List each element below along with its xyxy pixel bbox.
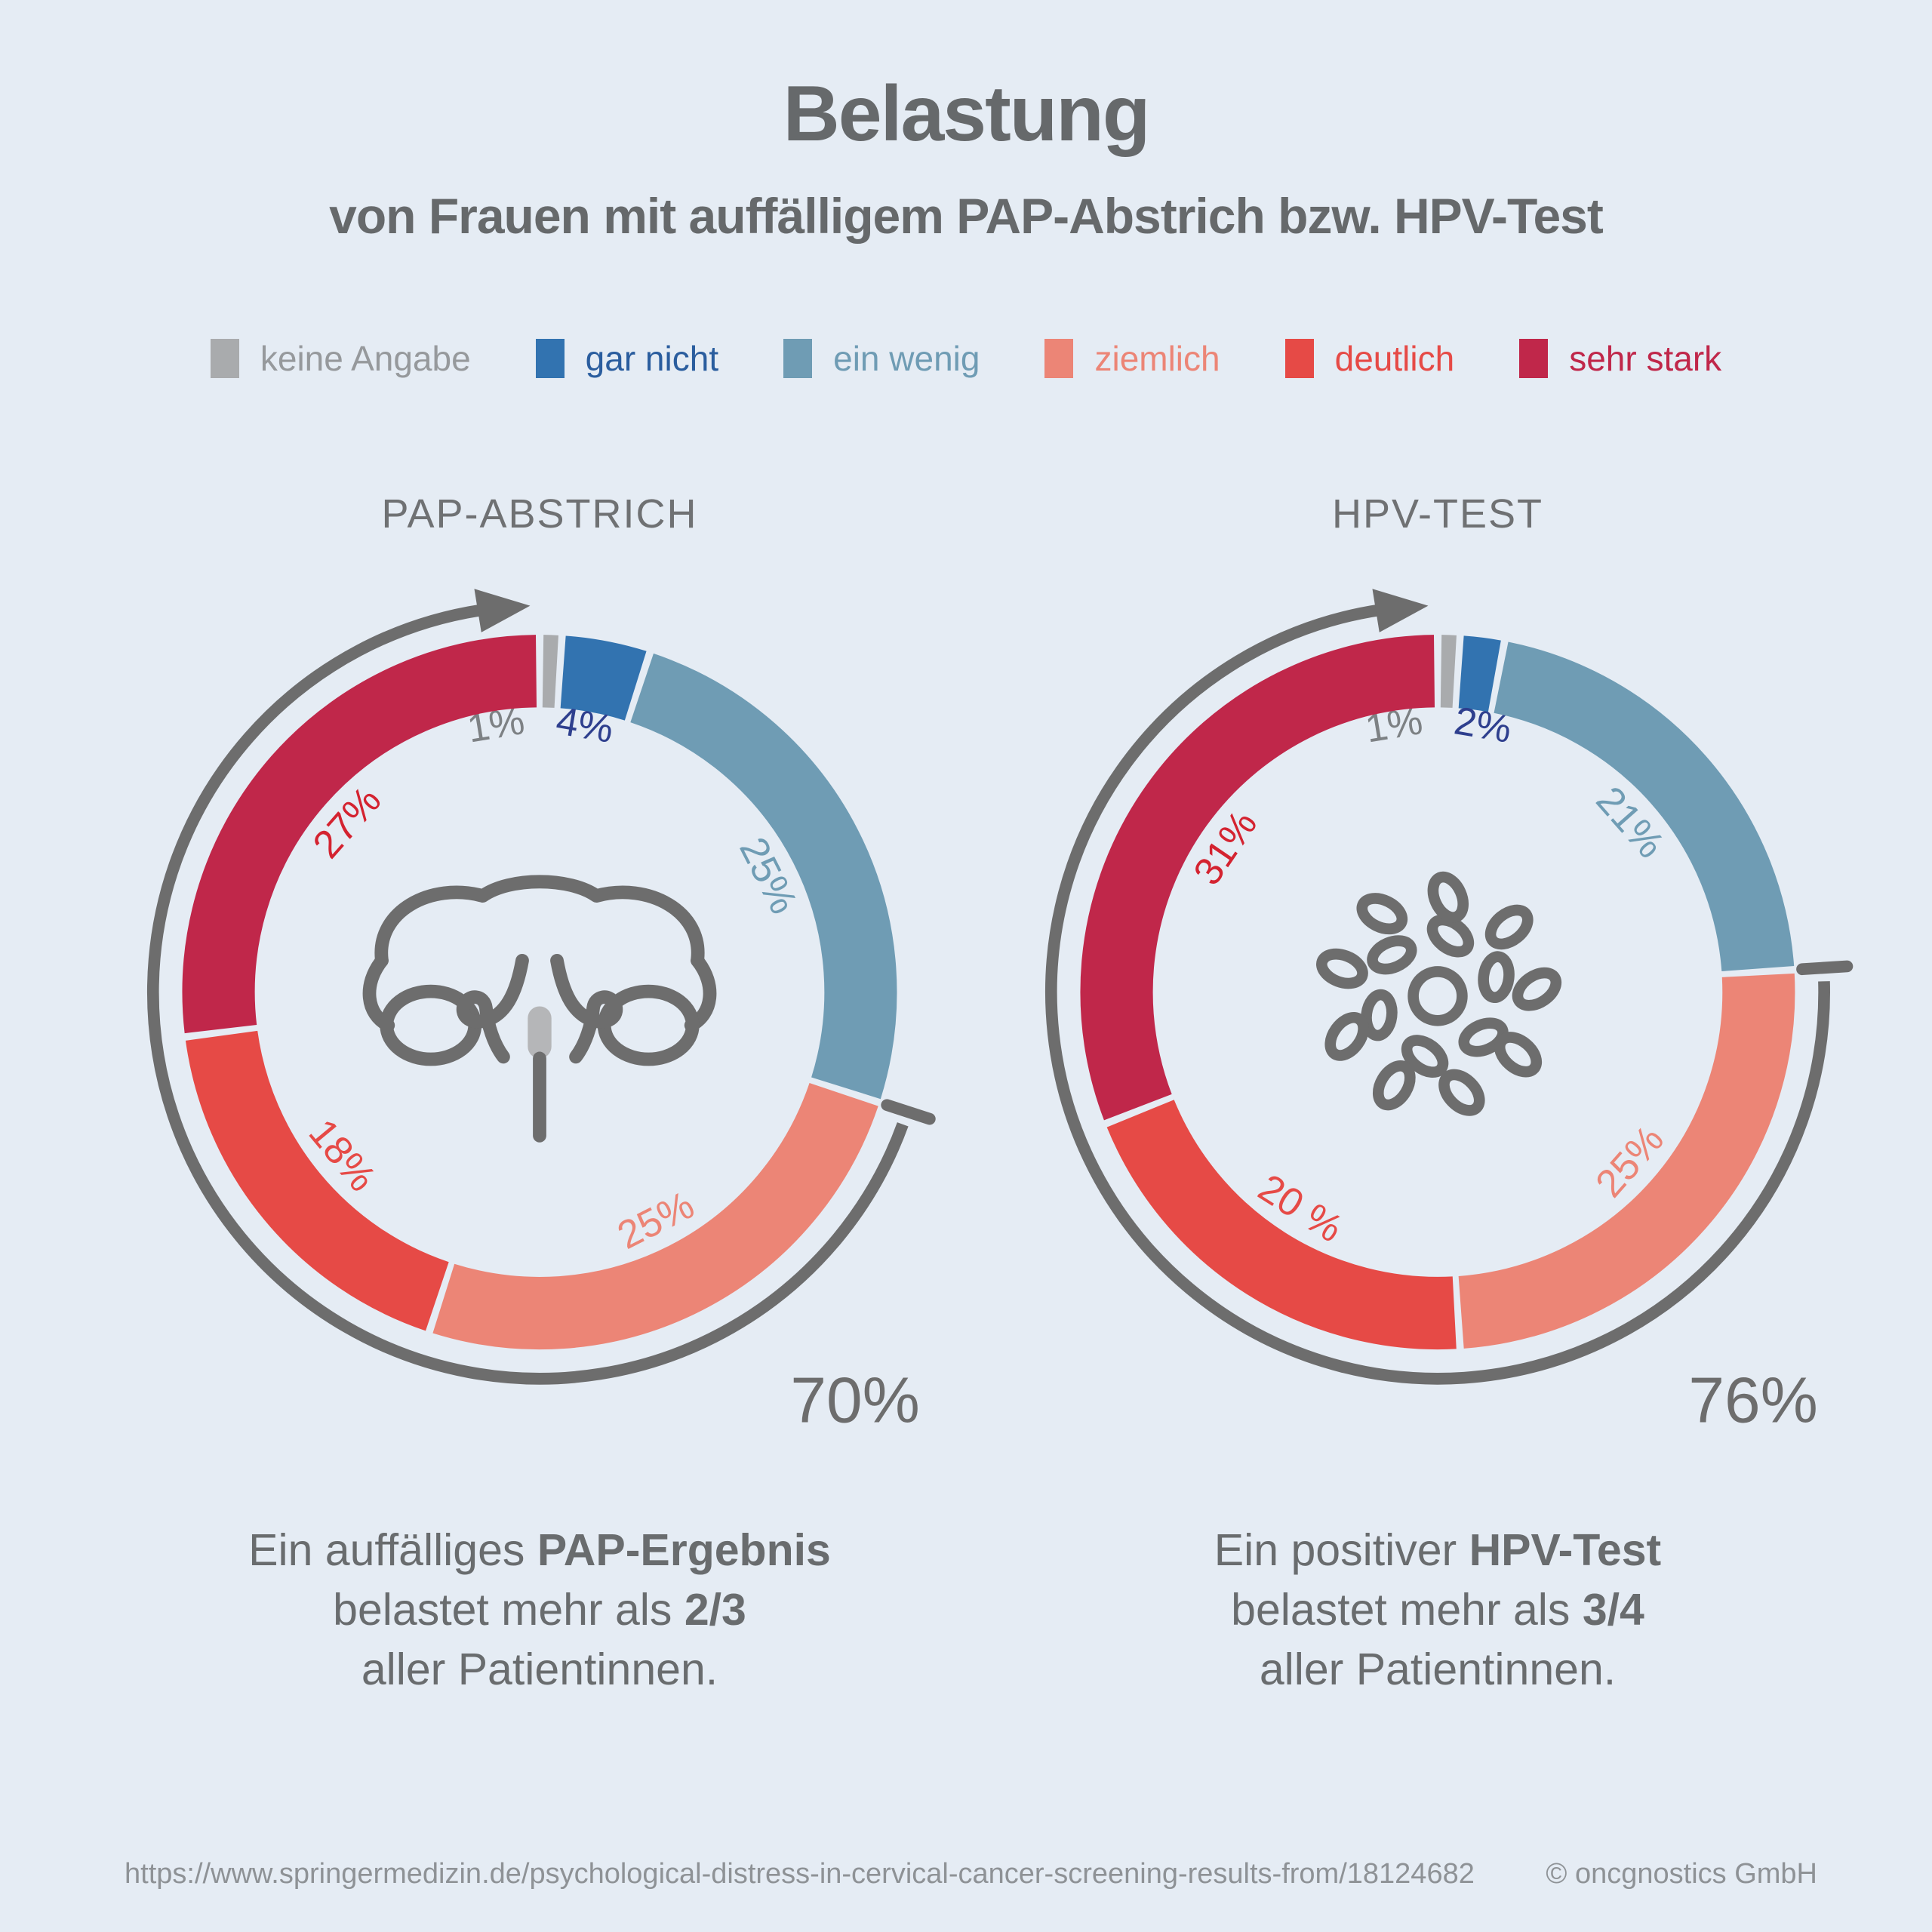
segment-keine-angabe xyxy=(542,635,558,708)
caption-line: belastet mehr als 2/3 xyxy=(333,1585,746,1635)
pap-chart-section: PAP-ABSTRICH 1% 4% 25% 25% 18% 27% 70% Ein auf… xyxy=(64,0,1015,1932)
highlight-arc-endbar xyxy=(1796,960,1854,976)
segment-sehr-stark xyxy=(1080,635,1435,1121)
pap-caption: Ein auffälliges PAP-Ergebnis belastet meh… xyxy=(64,1521,1015,1700)
legend: keine Angabe gar nicht ein wenig ziemlich de… xyxy=(0,338,1932,379)
highlight-total-label: 76% xyxy=(1688,1364,1818,1436)
highlight-arc-arrowhead xyxy=(474,589,531,632)
legend-swatch-gar-nicht xyxy=(535,339,565,378)
legend-swatch-sehr-stark xyxy=(1519,339,1549,378)
chart-title-pap: PAP-ABSTRICH xyxy=(381,491,698,537)
legend-label: keine Angabe xyxy=(260,339,471,378)
page-title: Belastung xyxy=(783,70,1151,158)
uterus-icon xyxy=(362,875,717,1143)
legend-swatch-deutlich xyxy=(1284,339,1314,378)
legend-swatch-ziemlich xyxy=(1044,339,1074,378)
legend-item-ein-wenig: ein wenig xyxy=(783,338,980,379)
segment-gar-nicht xyxy=(1458,635,1501,712)
highlight-arc xyxy=(1045,604,1830,1385)
highlight-arc xyxy=(146,604,909,1385)
legend-item-ziemlich: ziemlich xyxy=(1044,338,1220,379)
hpv-chart-section: HPV-TEST 1% 2% 21% 25% 20 % 31% 76% Ein positi… xyxy=(962,0,1913,1932)
legend-item-sehr-stark: sehr stark xyxy=(1519,338,1721,379)
segment-keine-angabe xyxy=(1440,635,1457,708)
hpv-donut-chart: 1% 2%21%25%20 %31%76% xyxy=(1045,589,1854,1436)
legend-label: deutlich xyxy=(1334,339,1455,378)
highlight-arc-endbar xyxy=(881,1099,936,1125)
segment-deutlich xyxy=(1106,1099,1457,1350)
page-subtitle: von Frauen mit auffälligem PAP-Abstrich … xyxy=(329,188,1604,244)
segment-ein-wenig xyxy=(630,653,897,1100)
source-url[interactable]: https://www.springermedizin.de/psycholog… xyxy=(125,1858,1475,1890)
segment-ein-wenig xyxy=(1494,641,1795,972)
segment-label-gar-nicht: 4% xyxy=(553,699,617,752)
segment-ziemlich xyxy=(1458,973,1795,1349)
legend-swatch-keine-angabe xyxy=(210,339,239,378)
caption-line: Ein auffälliges PAP-Ergebnis xyxy=(248,1525,831,1575)
legend-item-keine-angabe: keine Angabe xyxy=(210,338,471,379)
hpv-caption: Ein positiver HPV-Test belastet mehr als … xyxy=(962,1521,1913,1700)
segment-deutlich xyxy=(185,1030,450,1331)
highlight-arc-arrowhead xyxy=(1372,589,1429,632)
legend-label: ein wenig xyxy=(833,339,980,378)
copyright: © oncgnostics GmbH xyxy=(1546,1858,1817,1890)
segment-gar-nicht xyxy=(559,635,647,721)
virus-icon xyxy=(1316,871,1562,1116)
legend-label: ziemlich xyxy=(1094,339,1220,378)
caption-line: Ein positiver HPV-Test xyxy=(1214,1525,1662,1575)
pap-donut-chart: 1% 4%25%25%18%27%70% xyxy=(146,589,936,1436)
caption-line: belastet mehr als 3/4 xyxy=(1231,1585,1644,1635)
highlight-total-label: 70% xyxy=(790,1364,920,1436)
legend-swatch-ein-wenig xyxy=(783,339,813,378)
chart-title-hpv: HPV-TEST xyxy=(1331,491,1544,537)
legend-item-gar-nicht: gar nicht xyxy=(535,338,719,379)
legend-item-deutlich: deutlich xyxy=(1284,338,1455,379)
segment-ziemlich xyxy=(432,1082,878,1350)
legend-label: gar nicht xyxy=(585,339,719,378)
caption-line: aller Patientinnen. xyxy=(1259,1644,1617,1694)
caption-line: aller Patientinnen. xyxy=(361,1644,718,1694)
segment-sehr-stark xyxy=(182,635,537,1034)
legend-label: sehr stark xyxy=(1569,339,1722,378)
